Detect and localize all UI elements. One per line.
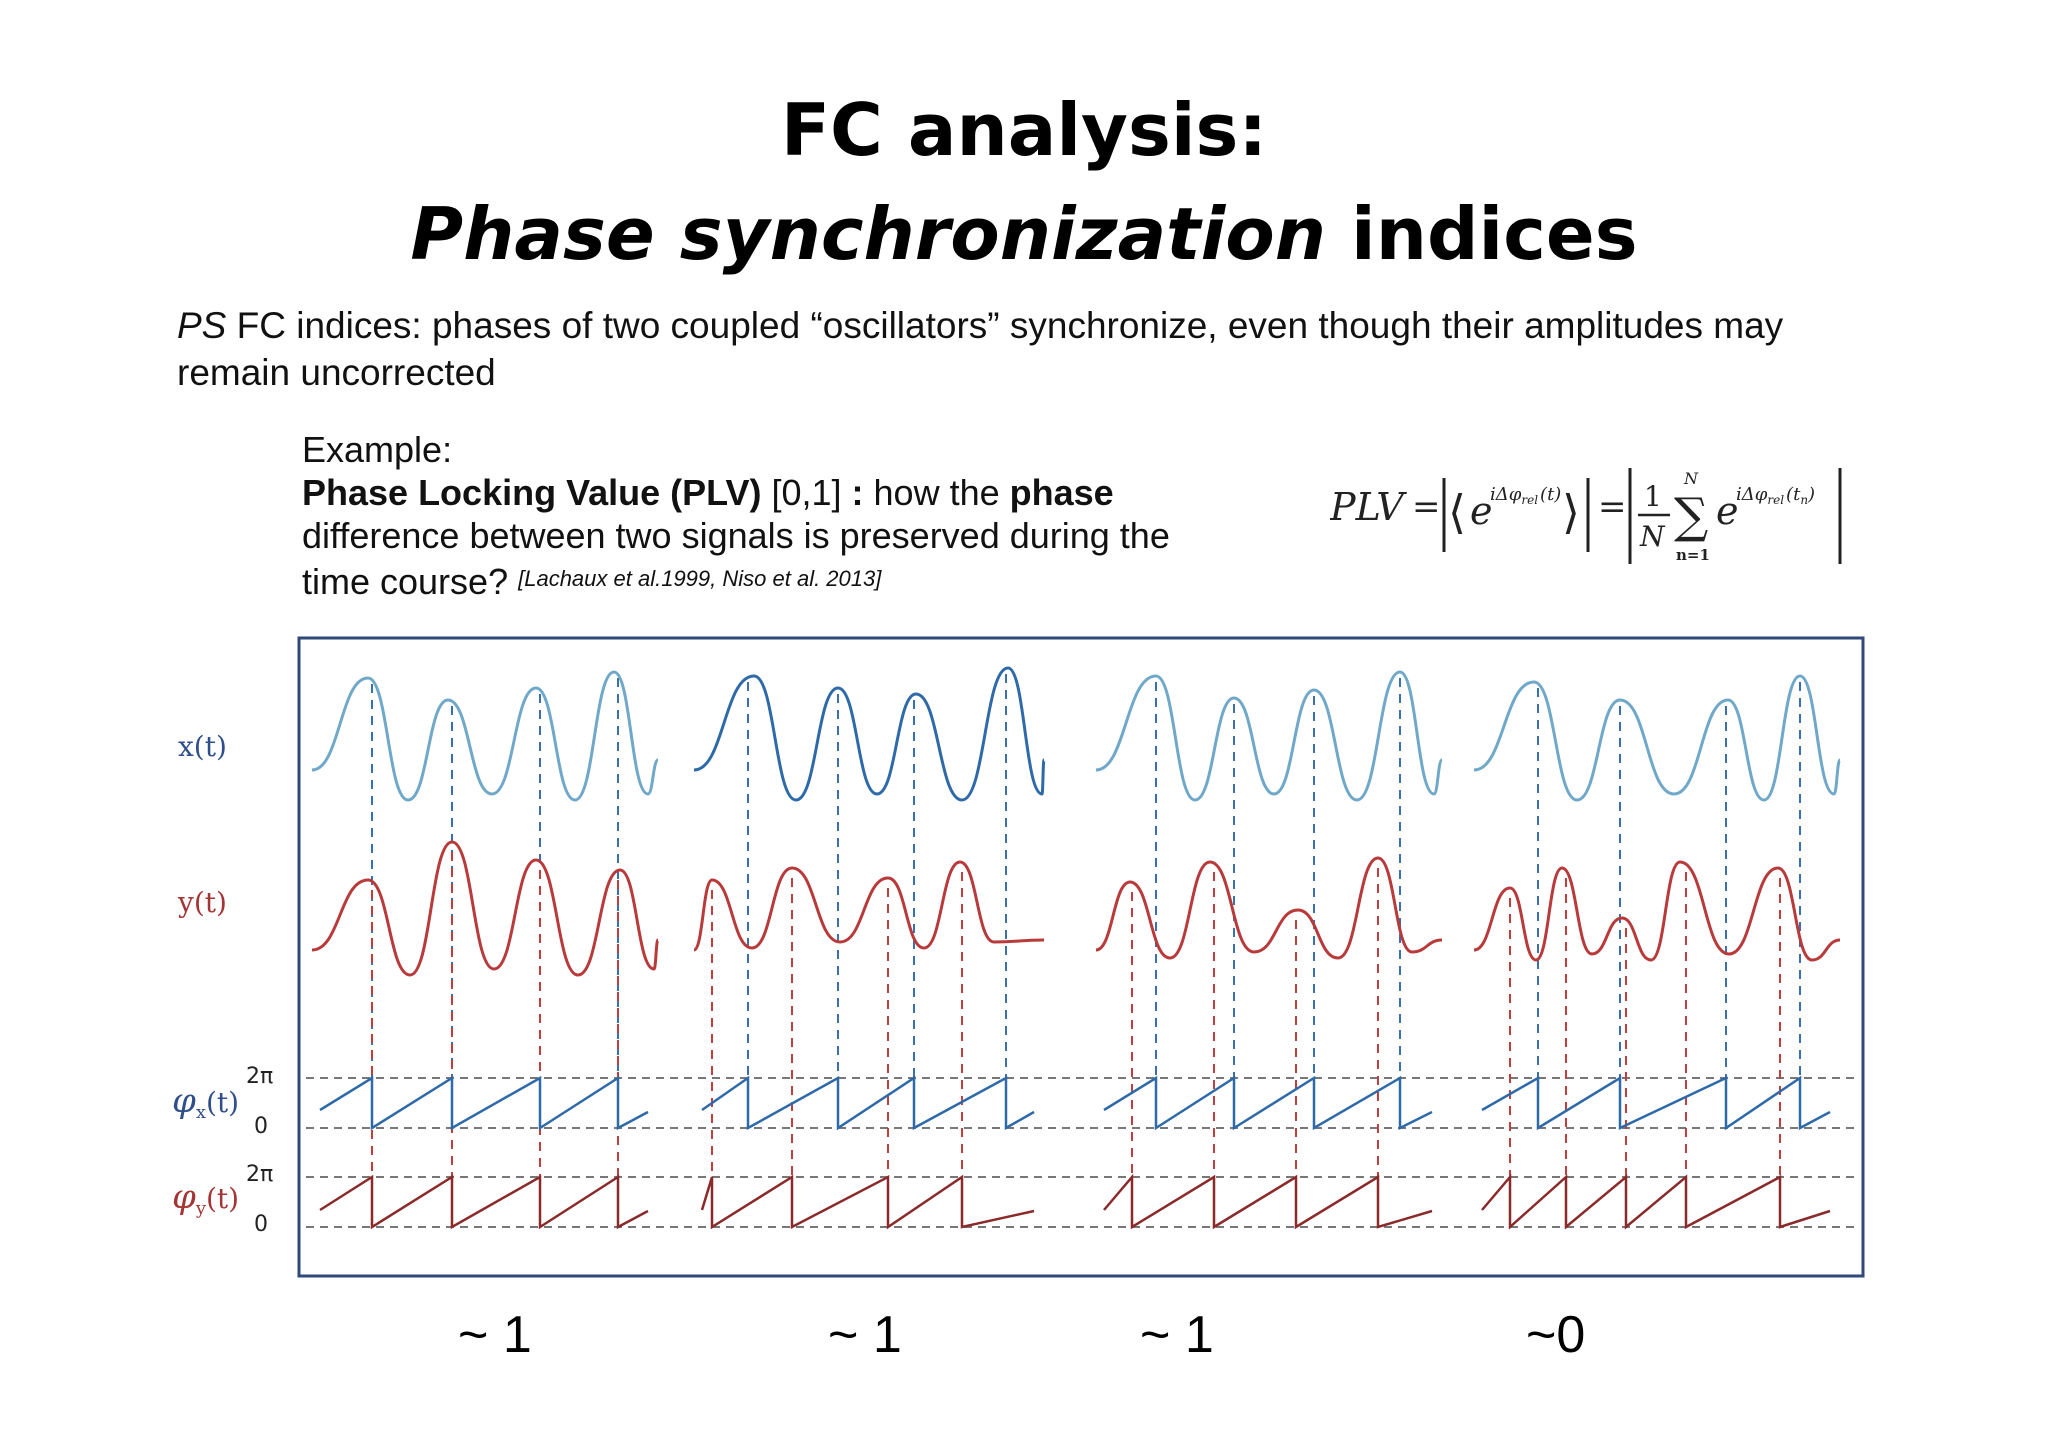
phi-y-sawtooth-p4 [1481, 1173, 1831, 1230]
plv-formula: PLV = ⟨ e iΔφrel (t) ⟩ = 1 N ∑ N n=1 e iΔ… [1330, 468, 1842, 564]
phi-x-sawtooth-p4 [1481, 1075, 1831, 1131]
example-text-1: how the [863, 472, 1010, 513]
plv-value-panel-2: ~ 1 [828, 1306, 902, 1364]
y-signal-wave-p4 [1473, 860, 1841, 962]
example-heading: Example: [302, 429, 453, 470]
formula-lhs: PLV [1330, 485, 1407, 529]
x-signal-wave-p4 [1473, 674, 1842, 802]
intro-italic: PS [177, 305, 227, 346]
tick-phi-y-2pi: 2π [246, 1162, 273, 1187]
slide-title-line1: FC analysis: [780, 88, 1268, 172]
slide-title-line2: Phase synchronization indices [0, 192, 2048, 276]
phi-y-sawtooth-p2 [700, 1174, 1035, 1230]
plv-range: [0,1] [761, 472, 852, 513]
formula-exp-1: iΔφrel (t) [1490, 484, 1561, 507]
tick-phi-x-0: 0 [254, 1114, 268, 1139]
phi-y-sawtooth-p3 [1103, 1173, 1433, 1230]
label-phi-x: φx(t) [172, 1081, 239, 1123]
plv-value-panel-3: ~ 1 [1140, 1306, 1214, 1364]
phi-x-sawtooth-p2 [701, 1075, 1035, 1131]
formula-eq-1: = [1412, 487, 1441, 527]
bracket-left: ⟨ [1448, 485, 1466, 539]
label-y: y(t) [177, 886, 227, 919]
example-description: Phase Locking Value (PLV) [0,1] : how th… [302, 471, 1202, 603]
tick-phi-y-0: 0 [254, 1212, 268, 1237]
sum-bottom: n=1 [1676, 546, 1710, 564]
y-signal-wave-p1 [311, 840, 660, 977]
sum-top: N [1683, 469, 1699, 488]
phi-x-sawtooth-p1 [319, 1075, 649, 1131]
example-text-2: difference between two signals is preser… [302, 515, 1170, 602]
label-x: x(t) [178, 730, 227, 763]
y-signal-wave-p2 [692, 860, 1045, 952]
phi-x-sawtooth-p3 [1103, 1075, 1433, 1131]
label-phi-y: φy(t) [172, 1177, 239, 1219]
x-signal-wave-p3 [1095, 670, 1444, 802]
phase-term: phase [1009, 472, 1114, 513]
title-italic-part: Phase synchronization [410, 192, 1326, 276]
fraction-one: 1 [1644, 480, 1662, 513]
bracket-right: ⟩ [1562, 485, 1580, 539]
title-rest-part: indices [1325, 192, 1638, 276]
formula-base-1: e [1470, 489, 1493, 533]
fraction-N: N [1639, 520, 1666, 553]
x-signal-wave-p2 [693, 666, 1046, 802]
y-signal-wave-p3 [1095, 856, 1443, 960]
colon: : [851, 472, 864, 513]
citation: [Lachaux et al.1999, Niso et al. 2013] [518, 566, 882, 591]
intro-paragraph: PS FC indices: phases of two coupled “os… [177, 302, 1817, 396]
plv-value-panel-4: ~0 [1526, 1306, 1586, 1364]
example-block: Example: Phase Locking Value (PLV) [0,1]… [302, 428, 1202, 603]
plv-term: Phase Locking Value (PLV) [302, 472, 762, 513]
formula-exp-2: iΔφrel (tn) [1736, 484, 1815, 507]
diagram-frame [297, 636, 1865, 1278]
panels-group [311, 666, 1842, 1230]
intro-text: FC indices: phases of two coupled “oscil… [177, 305, 1784, 393]
plv-value-panel-1: ~ 1 [458, 1306, 532, 1364]
sum-symbol: ∑ [1674, 488, 1708, 544]
tick-phi-x-2pi: 2π [246, 1064, 273, 1089]
formula-eq-2: = [1598, 487, 1627, 527]
phi-y-sawtooth-p1 [319, 1174, 649, 1230]
x-signal-wave-p1 [311, 670, 660, 802]
formula-base-2: e [1716, 489, 1739, 533]
